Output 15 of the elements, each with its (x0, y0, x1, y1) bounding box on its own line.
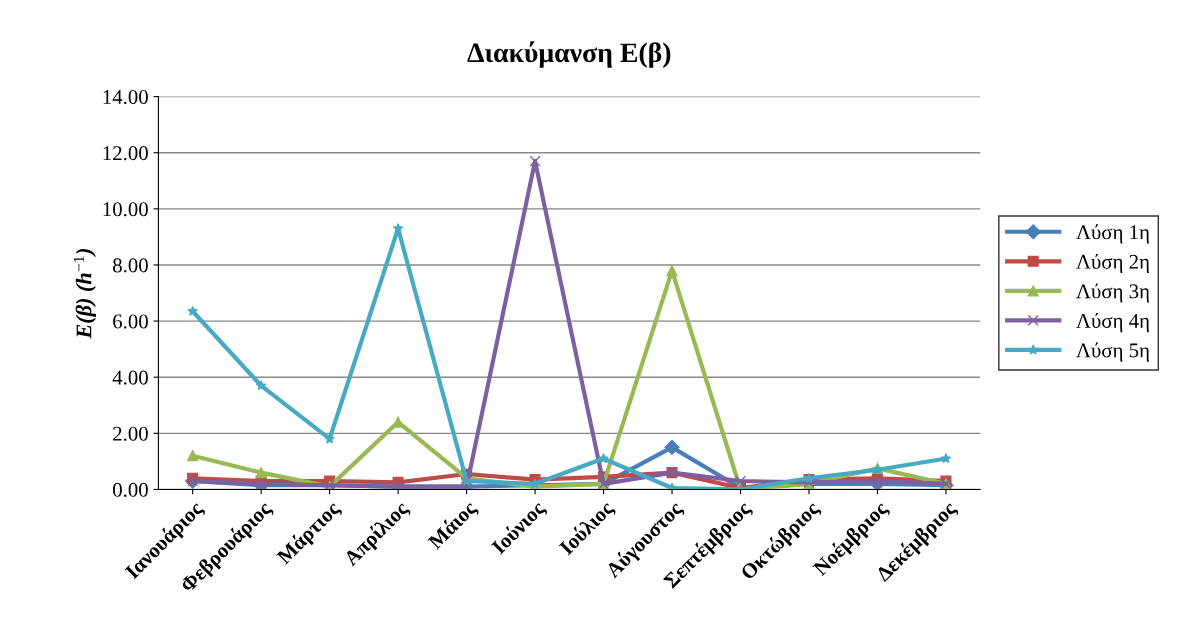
y-tick-label: 10.00 (103, 202, 148, 217)
legend-label: Λύση 2η (1076, 253, 1149, 274)
y-tick-label: 14.00 (103, 89, 148, 105)
chart-title: Διακύμανση Ε(β) (467, 41, 671, 68)
y-tick-label: 12.00 (103, 146, 148, 161)
y-tick-label: 8.00 (113, 258, 148, 273)
legend-label: Λύση 5η (1076, 342, 1149, 362)
legend-label: Λύση 3η (1076, 283, 1149, 303)
legend-label: Λύση 1η (1076, 224, 1149, 244)
y-tick-label: 4.00 (112, 370, 148, 385)
y-tick-label: 6.00 (113, 314, 148, 329)
y-tick-label: 0.00 (113, 482, 148, 497)
y-axis-title: E(β) (h$^{−1}$) (73, 249, 96, 339)
legend-label: Λύση 4η (1076, 313, 1149, 333)
y-tick-label: 2.00 (113, 426, 148, 441)
